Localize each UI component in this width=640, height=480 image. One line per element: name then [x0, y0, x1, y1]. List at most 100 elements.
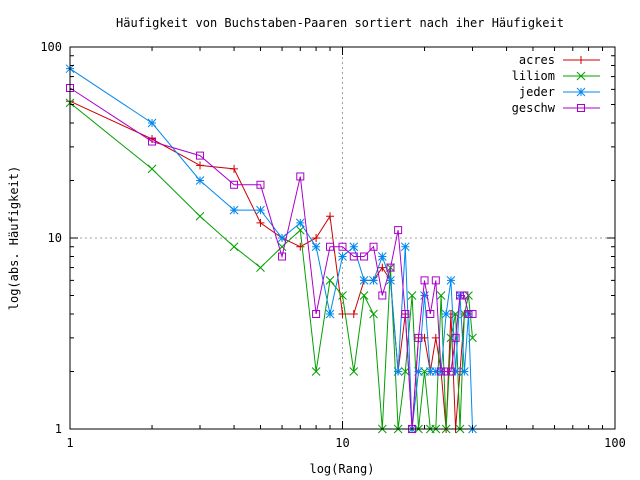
data-point-jeder [256, 205, 265, 215]
data-point-liliom [229, 242, 239, 252]
y-tick-label: 10 [48, 231, 62, 245]
data-point-jeder [295, 218, 305, 228]
data-point-jeder [359, 276, 369, 285]
data-point-liliom [349, 367, 359, 376]
data-point-liliom [369, 309, 378, 319]
data-point-jeder [311, 242, 321, 252]
data-point-jeder [386, 276, 395, 285]
legend: acres liliom jeder geschw [512, 53, 600, 115]
data-point-acres [196, 161, 205, 170]
data-point-jeder [414, 367, 423, 376]
data-point-geschw [312, 310, 321, 319]
axis-ticks: 1 10 100 1 10 100 [40, 40, 626, 450]
x-tick-label: 100 [604, 436, 626, 450]
data-point-geschw [437, 367, 446, 376]
data-point-jeder [393, 367, 403, 376]
data-point-geschw [386, 263, 395, 272]
legend-marker-acres [577, 56, 585, 64]
data-point-liliom [147, 164, 157, 174]
data-point-geschw [464, 310, 473, 319]
data-point-jeder [425, 367, 435, 376]
data-point-geschw [378, 291, 387, 300]
data-point-geschw [456, 291, 465, 300]
data-point-jeder [229, 205, 239, 215]
data-point-acres [296, 242, 305, 251]
grid [70, 47, 615, 429]
data-point-geschw [414, 333, 423, 342]
data-point-liliom [338, 291, 347, 300]
data-point-jeder [431, 367, 441, 376]
x-tick-label: 10 [335, 436, 349, 450]
data-point-jeder [195, 176, 205, 185]
series-line-acres [69, 100, 465, 430]
data-point-liliom [464, 291, 473, 300]
legend-label-geschw: geschw [512, 101, 556, 115]
data-point-liliom [311, 367, 321, 376]
data-point-liliom [407, 291, 417, 300]
data-point-jeder [277, 233, 287, 243]
data-point-jeder [369, 276, 378, 285]
data-point-jeder [451, 367, 460, 376]
series-layer [65, 64, 477, 434]
data-point-geschw [338, 242, 347, 251]
chart-title: Häufigkeit von Buchstaben-Paaren sortier… [116, 16, 564, 30]
legend-marker-geschw [577, 104, 585, 112]
data-point-jeder [325, 309, 335, 319]
data-point-geschw [369, 242, 378, 251]
data-point-geschw [446, 367, 455, 376]
x-axis-label: log(Rang) [309, 462, 374, 476]
data-point-acres [378, 263, 387, 272]
y-axis-label: log(abs. Häufigkeit) [7, 166, 21, 311]
legend-label-jeder: jeder [519, 85, 555, 99]
y-tick-label: 1 [55, 422, 62, 436]
data-point-geschw [442, 367, 451, 376]
data-point-geschw [196, 151, 205, 160]
y-tick-label: 100 [40, 40, 62, 54]
data-point-liliom [325, 276, 335, 285]
data-point-jeder [349, 242, 359, 252]
data-point-jeder [420, 291, 429, 300]
data-point-liliom [256, 263, 265, 272]
data-point-geschw [256, 180, 265, 189]
data-point-jeder [446, 276, 456, 285]
data-point-geschw [468, 310, 477, 319]
series-line-liliom [69, 102, 473, 430]
legend-marker-liliom [576, 71, 586, 81]
data-point-geschw [349, 252, 358, 261]
data-point-liliom [359, 291, 369, 300]
data-point-geschw [394, 226, 403, 235]
data-point-acres [349, 310, 358, 319]
series-jeder [65, 64, 477, 434]
data-point-jeder [147, 118, 157, 128]
data-point-jeder [338, 252, 347, 261]
data-point-geschw [148, 137, 157, 146]
data-point-geschw [296, 172, 305, 181]
data-point-jeder [400, 242, 410, 252]
series-line-jeder [69, 68, 473, 430]
x-tick-label: 1 [66, 436, 73, 450]
data-point-acres [230, 164, 239, 173]
legend-label-liliom: liliom [512, 69, 555, 83]
legend-marker-jeder [576, 87, 586, 97]
data-point-geschw [431, 276, 440, 285]
data-point-acres [256, 218, 265, 227]
data-point-acres [431, 333, 440, 342]
data-point-geschw [451, 333, 460, 342]
data-point-jeder [459, 367, 469, 376]
data-point-geschw [230, 180, 239, 189]
legend-label-acres: acres [519, 53, 555, 67]
data-point-geschw [426, 310, 435, 319]
data-point-geschw [360, 252, 369, 261]
data-point-liliom [436, 291, 446, 300]
data-point-geschw [278, 252, 287, 261]
series-acres [66, 97, 469, 433]
data-point-geschw [401, 310, 410, 319]
series-line-geschw [69, 87, 473, 430]
data-point-geschw [420, 276, 429, 285]
data-point-jeder [377, 252, 387, 261]
data-point-geschw [326, 242, 335, 251]
series-geschw [66, 84, 477, 433]
data-point-acres [312, 234, 321, 242]
data-point-liliom [195, 211, 205, 221]
